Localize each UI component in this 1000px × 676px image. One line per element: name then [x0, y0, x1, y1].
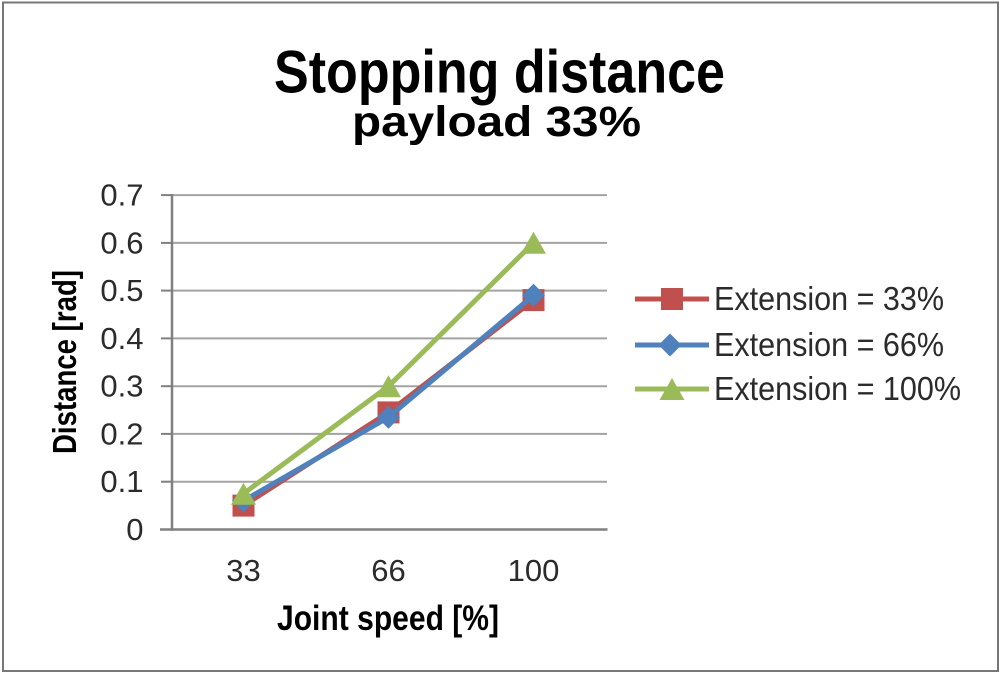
svg-text:0.1: 0.1 [100, 464, 143, 499]
svg-text:0.6: 0.6 [100, 225, 143, 260]
svg-text:0.2: 0.2 [100, 416, 143, 451]
svg-text:0.4: 0.4 [100, 321, 143, 356]
svg-text:payload 33%: payload 33% [352, 98, 641, 146]
svg-text:Extension = 66%: Extension = 66% [714, 327, 944, 364]
svg-text:66: 66 [371, 553, 405, 588]
svg-text:Joint speed [%]: Joint speed [%] [277, 599, 499, 638]
svg-text:0.7: 0.7 [100, 178, 143, 213]
svg-text:Extension = 100%: Extension = 100% [714, 371, 961, 408]
svg-text:100: 100 [508, 553, 560, 588]
svg-text:Stopping distance: Stopping distance [274, 39, 725, 106]
svg-text:33: 33 [226, 553, 260, 588]
svg-text:0: 0 [126, 512, 143, 547]
svg-text:Distance [rad]: Distance [rad] [46, 270, 83, 454]
svg-text:0.3: 0.3 [100, 369, 143, 404]
svg-text:Extension = 33%: Extension = 33% [714, 281, 944, 318]
svg-text:0.5: 0.5 [100, 273, 143, 308]
